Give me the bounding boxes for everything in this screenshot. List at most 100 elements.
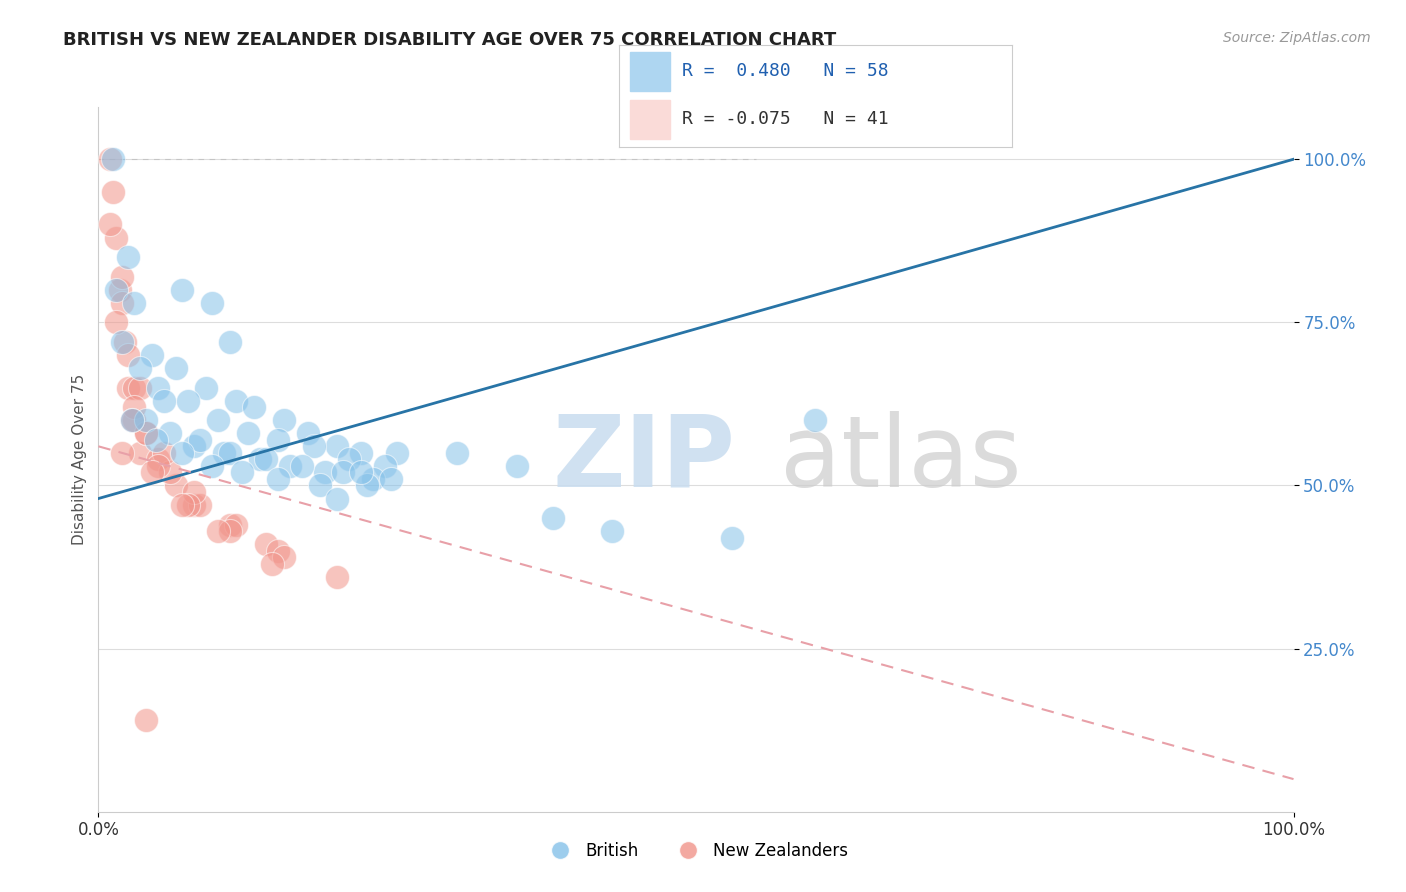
Point: [273, 550, 295, 565]
Point: [721, 531, 744, 545]
Point: [291, 458, 314, 473]
Point: [111, 269, 134, 284]
Point: [165, 478, 187, 492]
Point: [172, 498, 194, 512]
Point: [98, 218, 122, 232]
Point: [177, 393, 200, 408]
Point: [124, 400, 146, 414]
Point: [159, 466, 181, 480]
Text: R = -0.075   N = 41: R = -0.075 N = 41: [682, 111, 889, 128]
Point: [278, 458, 301, 473]
Point: [363, 472, 385, 486]
Point: [114, 334, 136, 349]
Point: [219, 524, 242, 538]
Point: [165, 361, 187, 376]
Point: [121, 413, 143, 427]
Point: [602, 524, 624, 538]
Point: [207, 413, 229, 427]
Point: [267, 543, 290, 558]
Point: [219, 446, 242, 460]
Point: [117, 250, 139, 264]
Text: Source: ZipAtlas.com: Source: ZipAtlas.com: [1223, 31, 1371, 45]
Point: [172, 283, 194, 297]
Point: [129, 381, 152, 395]
Point: [98, 153, 122, 167]
Point: [111, 446, 134, 460]
Point: [308, 478, 330, 492]
Bar: [630, 52, 669, 91]
Point: [350, 466, 373, 480]
Point: [326, 439, 349, 453]
Text: R =  0.480   N = 58: R = 0.480 N = 58: [682, 62, 889, 80]
Point: [249, 452, 271, 467]
Point: [172, 446, 194, 460]
Point: [117, 381, 139, 395]
Point: [148, 381, 170, 395]
Point: [541, 511, 564, 525]
Bar: [630, 100, 669, 139]
Point: [135, 714, 157, 728]
Point: [145, 433, 167, 447]
Point: [105, 283, 128, 297]
Point: [177, 498, 200, 512]
Point: [183, 485, 205, 500]
Point: [506, 458, 529, 473]
Point: [124, 295, 146, 310]
Point: [302, 439, 325, 453]
Point: [148, 452, 170, 467]
Point: [159, 426, 181, 441]
Point: [135, 413, 157, 427]
Point: [101, 153, 124, 167]
Point: [225, 517, 247, 532]
Point: [231, 466, 253, 480]
Point: [153, 393, 176, 408]
Point: [111, 295, 134, 310]
Point: [129, 361, 152, 376]
Point: [148, 458, 170, 473]
Point: [188, 433, 211, 447]
Point: [267, 433, 290, 447]
Point: [326, 491, 349, 506]
Point: [129, 446, 152, 460]
Point: [124, 413, 146, 427]
Point: [267, 472, 290, 486]
Point: [225, 393, 247, 408]
Point: [339, 452, 361, 467]
Point: [183, 439, 205, 453]
Text: ZIP: ZIP: [553, 411, 735, 508]
Point: [804, 413, 827, 427]
Point: [243, 400, 266, 414]
Point: [374, 458, 396, 473]
Point: [356, 478, 378, 492]
Point: [236, 426, 259, 441]
Point: [105, 315, 128, 329]
Point: [273, 413, 295, 427]
Point: [219, 334, 242, 349]
Point: [350, 446, 373, 460]
Point: [326, 570, 349, 584]
Text: BRITISH VS NEW ZEALANDER DISABILITY AGE OVER 75 CORRELATION CHART: BRITISH VS NEW ZEALANDER DISABILITY AGE …: [63, 31, 837, 49]
Point: [124, 381, 146, 395]
Point: [135, 426, 157, 441]
Point: [183, 498, 205, 512]
Legend: British, New Zealanders: British, New Zealanders: [537, 836, 855, 867]
Point: [380, 472, 402, 486]
Point: [254, 537, 277, 551]
Point: [135, 426, 157, 441]
Point: [101, 185, 124, 199]
Y-axis label: Disability Age Over 75: Disability Age Over 75: [72, 374, 87, 545]
Point: [212, 446, 235, 460]
Point: [207, 524, 229, 538]
Point: [385, 446, 409, 460]
Point: [141, 348, 163, 362]
Text: atlas: atlas: [779, 411, 1021, 508]
Point: [108, 283, 131, 297]
Point: [111, 334, 134, 349]
Point: [153, 446, 176, 460]
Point: [201, 458, 224, 473]
Point: [260, 557, 283, 571]
Point: [195, 381, 218, 395]
Point: [105, 230, 128, 244]
Point: [297, 426, 319, 441]
Point: [121, 413, 143, 427]
